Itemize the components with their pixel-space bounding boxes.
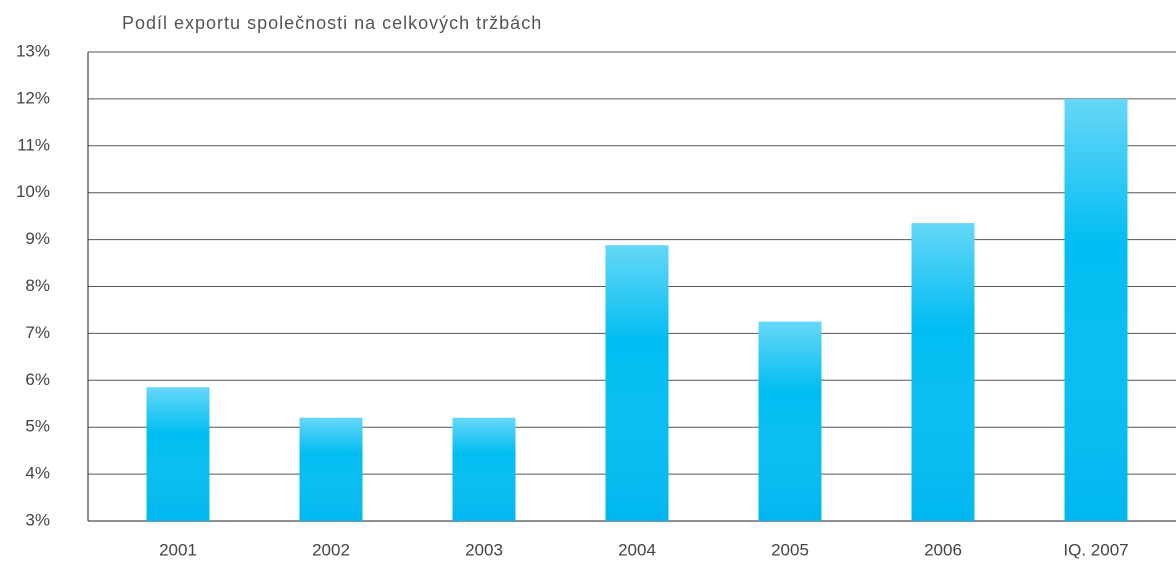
x-tick-label: 2004 [618, 540, 656, 559]
x-tick-label: 2006 [924, 540, 962, 559]
y-tick-label: 4% [25, 464, 50, 483]
y-tick-label: 7% [25, 323, 50, 342]
y-tick-label: 11% [17, 135, 50, 154]
x-tick-label: 2002 [312, 540, 350, 559]
x-tick-label: IQ. 2007 [1063, 540, 1128, 559]
bar-shine [758, 321, 822, 521]
chart-title: Podíl exportu společnosti na celkových t… [122, 13, 542, 33]
y-tick-label: 3% [25, 510, 50, 529]
y-tick-label: 6% [25, 370, 50, 389]
y-tick-label: 12% [16, 88, 50, 107]
bar-shine [299, 417, 363, 521]
x-tick-label: 2005 [771, 540, 809, 559]
bar-shine [146, 387, 210, 521]
bar-shine [605, 245, 669, 521]
bar-shine [911, 223, 975, 521]
x-tick-label: 2003 [465, 540, 503, 559]
y-tick-label: 13% [16, 41, 50, 60]
y-tick-label: 8% [25, 276, 50, 295]
y-tick-label: 10% [16, 182, 50, 201]
y-tick-label: 9% [25, 229, 50, 248]
bar-shine [1064, 98, 1128, 522]
y-tick-label: 5% [25, 417, 50, 436]
bar-shine [452, 417, 516, 521]
x-tick-label: 2001 [159, 540, 197, 559]
